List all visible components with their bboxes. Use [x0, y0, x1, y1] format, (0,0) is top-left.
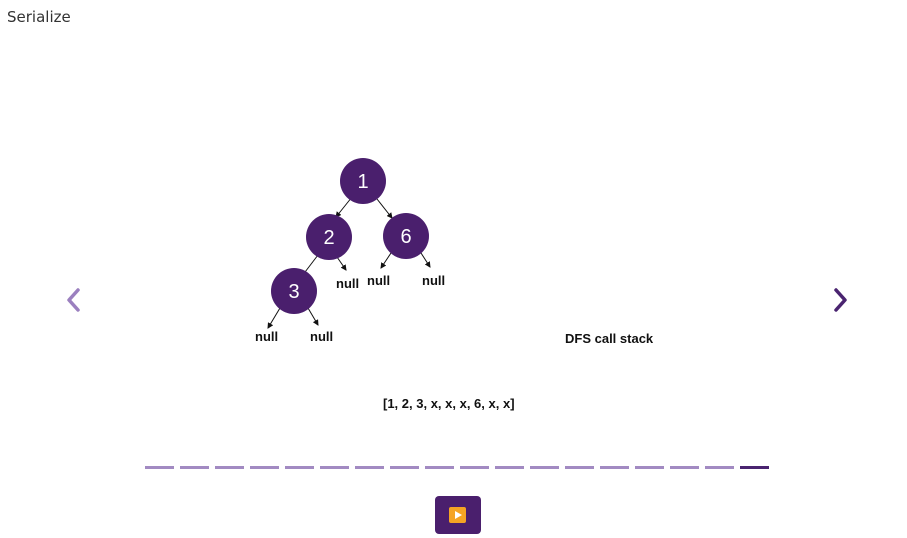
progress-step[interactable]: [425, 466, 454, 469]
page-title: Serialize: [7, 8, 71, 26]
progress-step[interactable]: [495, 466, 524, 469]
progress-step[interactable]: [670, 466, 699, 469]
play-button[interactable]: [435, 496, 481, 534]
progress-step[interactable]: [460, 466, 489, 469]
call-stack-label: DFS call stack: [565, 331, 654, 346]
progress-step[interactable]: [565, 466, 594, 469]
previous-step-button[interactable]: [62, 286, 86, 314]
null-label: null: [255, 329, 278, 344]
progress-step[interactable]: [215, 466, 244, 469]
tree-node: 6: [383, 213, 429, 259]
progress-step[interactable]: [285, 466, 314, 469]
chevron-right-icon: [834, 288, 847, 312]
tree-node: 1: [340, 158, 386, 204]
null-edge: [380, 252, 392, 269]
node-label: 6: [400, 226, 411, 248]
chevron-left-icon: [67, 288, 80, 312]
progress-step[interactable]: [635, 466, 664, 469]
progress-step[interactable]: [705, 466, 734, 469]
step-progress-bar: [145, 466, 771, 469]
progress-step[interactable]: [180, 466, 209, 469]
next-step-button[interactable]: [828, 286, 852, 314]
node-label: 2: [323, 227, 334, 249]
serialized-output: [1, 2, 3, x, x, x, 6, x, x]: [383, 396, 515, 411]
progress-step[interactable]: [250, 466, 279, 469]
progress-step[interactable]: [355, 466, 384, 469]
tree-node: 2: [306, 214, 352, 260]
progress-step[interactable]: [740, 466, 769, 469]
null-label: null: [310, 329, 333, 344]
tree-edge: [376, 198, 393, 219]
null-edge: [420, 252, 431, 268]
progress-step[interactable]: [600, 466, 629, 469]
null-label: null: [336, 276, 359, 291]
tree-node: 3: [271, 268, 317, 314]
play-icon: [449, 507, 466, 523]
null-edge: [307, 307, 319, 326]
null-edge: [336, 256, 347, 271]
null-label: null: [422, 273, 445, 288]
progress-step[interactable]: [145, 466, 174, 469]
null-edge: [267, 307, 281, 329]
tree-edge: [335, 196, 353, 218]
node-label: 3: [288, 281, 299, 303]
null-label: null: [367, 273, 390, 288]
progress-step[interactable]: [530, 466, 559, 469]
node-label: 1: [357, 171, 368, 193]
progress-step[interactable]: [320, 466, 349, 469]
progress-step[interactable]: [390, 466, 419, 469]
